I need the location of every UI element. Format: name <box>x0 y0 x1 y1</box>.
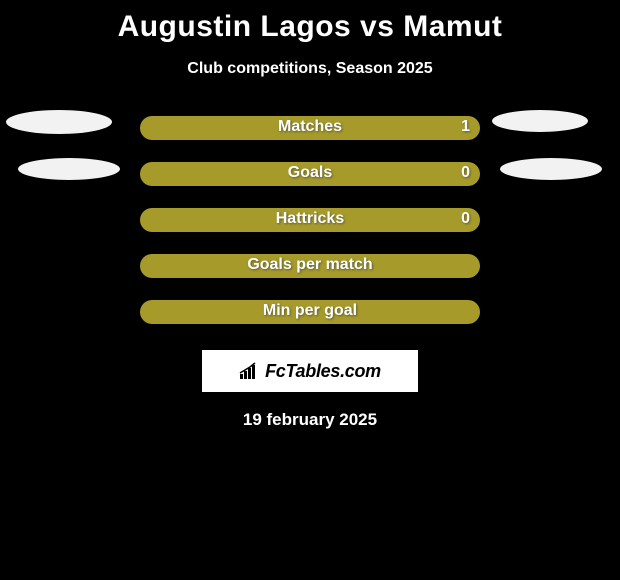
stat-label: Min per goal <box>140 302 480 320</box>
player-marker-ellipse <box>18 158 120 180</box>
page-title: Augustin Lagos vs Mamut <box>0 0 620 44</box>
stat-bar: Matches1 <box>140 116 480 140</box>
comparison-infographic: Augustin Lagos vs Mamut Club competition… <box>0 0 620 580</box>
player-marker-ellipse <box>6 110 112 134</box>
stat-row: Goals per match <box>0 254 620 300</box>
stat-value: 0 <box>461 164 470 182</box>
stat-row: Goals0 <box>0 162 620 208</box>
stat-rows: Matches1Goals0Hattricks0Goals per matchM… <box>0 116 620 346</box>
player-marker-ellipse <box>492 110 588 132</box>
stat-row: Min per goal <box>0 300 620 346</box>
player-marker-ellipse <box>500 158 602 180</box>
stat-bar: Min per goal <box>140 300 480 324</box>
subtitle: Club competitions, Season 2025 <box>0 60 620 78</box>
stat-value: 0 <box>461 210 470 228</box>
stat-row: Hattricks0 <box>0 208 620 254</box>
bar-chart-icon <box>239 362 261 380</box>
stat-bar: Goals per match <box>140 254 480 278</box>
stat-value: 1 <box>461 118 470 136</box>
date-text: 19 february 2025 <box>0 410 620 430</box>
stat-bar: Goals0 <box>140 162 480 186</box>
stat-label: Goals <box>140 164 480 182</box>
brand-inner: FcTables.com <box>239 361 381 382</box>
stat-bar: Hattricks0 <box>140 208 480 232</box>
stat-label: Hattricks <box>140 210 480 228</box>
stat-label: Goals per match <box>140 256 480 274</box>
brand-badge: FcTables.com <box>202 350 418 392</box>
stat-row: Matches1 <box>0 116 620 162</box>
brand-text: FcTables.com <box>265 361 381 382</box>
stat-label: Matches <box>140 118 480 136</box>
